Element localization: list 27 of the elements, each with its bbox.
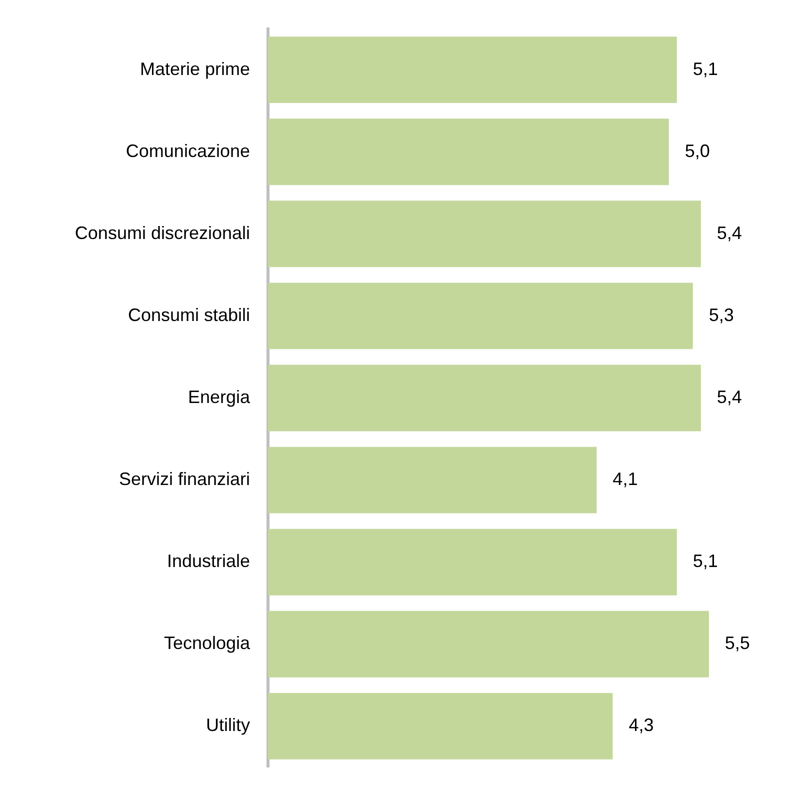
y-tick-label: Consumi discrezionali — [74, 222, 250, 243]
y-tick-label: Industriale — [166, 551, 250, 572]
bar — [268, 528, 677, 596]
data-label: 5,4 — [716, 222, 742, 243]
bar — [268, 282, 693, 350]
data-label: 5,3 — [708, 304, 734, 325]
y-tick-label: Tecnologia — [164, 633, 251, 654]
y-tick-label: Servizi finanziari — [118, 469, 250, 490]
data-label: 5,1 — [692, 58, 718, 79]
bar — [268, 610, 709, 678]
bar — [268, 692, 613, 760]
bar — [268, 36, 677, 104]
data-label: 4,1 — [612, 469, 638, 490]
y-tick-label: Materie prime — [140, 58, 250, 79]
y-tick-label: Comunicazione — [126, 140, 250, 161]
data-label: 5,1 — [692, 551, 718, 572]
y-tick-label: Utility — [206, 715, 250, 736]
data-label: 5,4 — [716, 386, 742, 407]
y-tick-label: Consumi stabili — [128, 304, 250, 325]
bar — [268, 446, 597, 514]
data-label: 5,0 — [684, 140, 710, 161]
bar — [268, 118, 669, 186]
data-label: 4,3 — [628, 715, 654, 736]
bar — [268, 200, 701, 268]
data-label: 5,5 — [724, 633, 750, 654]
y-tick-label: Energia — [188, 386, 251, 407]
bar — [268, 364, 701, 432]
